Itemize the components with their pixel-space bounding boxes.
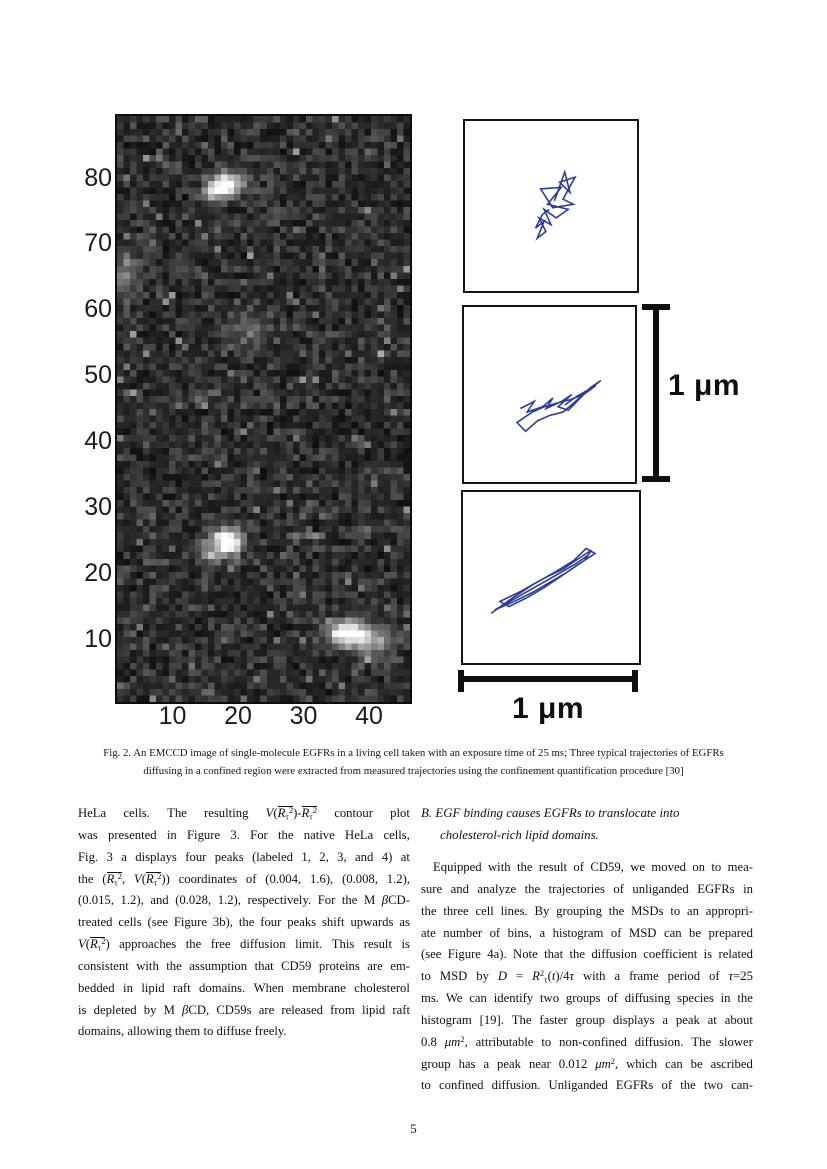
text-line: bedded in lipid raft domains. When membrane cho… <box>78 980 410 995</box>
scale-bar-vertical-bottom-cap <box>642 476 670 482</box>
scale-label-right: 1 μm <box>668 369 741 402</box>
text-line: the three cell lines. By grouping the MSDs to an a… <box>421 903 753 918</box>
trajectory-plot <box>465 121 637 291</box>
section-heading: B. EGF binding causes EGFRs to transloca… <box>421 806 753 850</box>
body-column-right: Equipped with the result of CD59, we moved on to m… <box>421 860 753 1100</box>
text-line: 0.8 μm2, attributable to non-confined diffusi… <box>421 1033 753 1049</box>
trajectory-box-1 <box>463 119 639 293</box>
section-heading-line: B. EGF binding causes EGFRs to transloca… <box>421 806 680 820</box>
text-line: (see Figure 4a). Note that the diffusion coeffi… <box>421 947 753 962</box>
trajectory-path <box>517 381 601 432</box>
text-line: V(Rτ2) approaches the free diffusion limit. Th… <box>78 936 410 953</box>
text-line: group has a peak near 0.012 μm2, which can be ascr… <box>421 1055 753 1071</box>
text-line: Fig. 3 a displays four peaks (labeled 1, 2, 3, and… <box>78 849 410 864</box>
trajectory-plot <box>463 492 639 663</box>
text-line: Equipped with the result of CD59, we moved on to m… <box>433 860 753 874</box>
x-axis-tick-label: 20 <box>224 702 252 730</box>
text-line: ate number of bins, a histogram of MSD can be prep… <box>421 925 753 940</box>
x-axis-tick-label: 10 <box>158 702 187 730</box>
scale-label-bottom: 1 μm <box>511 692 585 725</box>
text-line: to MSD by D = R2τ(t)/4τ with a frame period of τ=25 <box>421 968 753 985</box>
emccd-image <box>117 116 410 702</box>
text-line: was presented in Figure 3. For the native HeLa ce… <box>78 827 410 842</box>
y-axis-tick-label: 20 <box>84 558 112 587</box>
trajectory-box-2 <box>462 305 637 484</box>
trajectory-box-3 <box>461 490 641 665</box>
x-axis-tick-label: 40 <box>355 702 383 730</box>
text-line: HeLa cells. The resulting V(Rτ2)-Rτ2 contour p… <box>78 805 410 822</box>
text-line: the (Rτ2, V(Rτ2)) coordinates of (0.004, 1.6),… <box>78 870 410 888</box>
figure-caption-line-2: diffusing in a confined region were extr… <box>143 765 684 777</box>
page-number: 5 <box>410 1121 417 1136</box>
text-line: consistent with the assumption that CD59 prote… <box>78 958 410 973</box>
emccd-image-frame <box>115 114 412 704</box>
y-axis-tick-label: 50 <box>84 361 112 390</box>
text-line: to confined diffusion. Unliganded EGFRs of the… <box>421 1078 753 1093</box>
scale-bar-vertical <box>653 304 659 482</box>
y-axis-tick-label: 80 <box>84 163 112 192</box>
text-line: sure and analyze the trajectories of unligande… <box>421 881 753 896</box>
section-heading-line: cholesterol-rich lipid domains. <box>440 827 599 842</box>
text-line: histogram [19]. The faster group displays a pea… <box>421 1012 753 1027</box>
y-axis-tick-label: 40 <box>84 426 112 455</box>
figure-caption-line-1: Fig. 2. An EMCCD image of single-molecul… <box>103 747 724 759</box>
y-axis-tick-label: 70 <box>84 229 112 258</box>
trajectory-path <box>491 548 595 613</box>
x-axis-tick-label: 30 <box>289 702 318 730</box>
scale-bar-horizontal-right-cap <box>632 670 638 692</box>
y-axis-tick-label: 10 <box>84 624 112 653</box>
y-axis-tick-label: 60 <box>84 295 112 324</box>
body-column-left: HeLa cells. The resulting V(Rτ2)-Rτ2 contour p… <box>78 806 410 1046</box>
text-line: treated cells (see Figure 3b), the four peaks sh… <box>78 915 410 930</box>
trajectory-path <box>536 172 576 238</box>
trajectory-plot <box>464 307 635 482</box>
text-line: (0.015, 1.2), and (0.028, 1.2), respectively.… <box>78 893 410 908</box>
y-axis-tick-label: 30 <box>84 492 112 521</box>
text-line: domains, allowing them to diffuse freely… <box>78 1024 287 1039</box>
scale-bar-horizontal <box>458 676 638 682</box>
text-line: ms. We can identify two groups of diffusing spec… <box>421 991 753 1006</box>
